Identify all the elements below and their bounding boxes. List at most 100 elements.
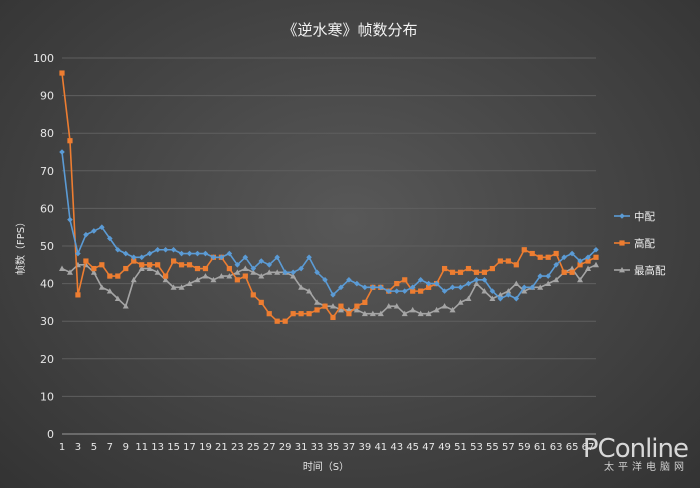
data-point — [338, 284, 344, 291]
data-point — [346, 311, 352, 317]
y-tick-label: 50 — [40, 240, 54, 253]
data-point — [298, 311, 304, 317]
data-point — [529, 284, 536, 291]
data-point — [362, 299, 368, 305]
x-tick-label: 11 — [135, 442, 148, 453]
data-point — [66, 269, 73, 275]
data-point — [561, 254, 567, 261]
data-point — [345, 306, 352, 313]
data-point — [218, 254, 225, 261]
data-point — [75, 292, 81, 298]
x-tick-label: 3 — [75, 442, 81, 453]
y-tick-label: 80 — [40, 127, 54, 140]
data-point — [553, 262, 559, 268]
data-point — [441, 303, 448, 309]
data-point — [115, 273, 121, 279]
data-point — [170, 284, 177, 290]
data-point — [194, 265, 201, 272]
data-point — [322, 277, 328, 283]
data-point — [433, 306, 440, 313]
data-point — [138, 265, 145, 271]
data-point — [178, 250, 185, 257]
data-point — [449, 284, 456, 291]
data-point — [163, 273, 169, 279]
data-point — [154, 269, 161, 275]
data-point — [577, 262, 583, 268]
x-tick-label: 65 — [566, 442, 579, 453]
data-point — [258, 258, 265, 264]
x-tick-label: 47 — [422, 442, 435, 453]
data-point — [91, 265, 97, 272]
data-point — [130, 276, 137, 283]
series-group — [59, 70, 599, 324]
data-point — [162, 276, 169, 283]
y-axis-ticks: 0 10 20 30 40 50 60 70 80 90 100 — [33, 52, 54, 441]
data-point — [266, 311, 272, 317]
x-tick-label: 43 — [390, 442, 403, 453]
x-tick-label: 37 — [343, 442, 356, 453]
data-point — [481, 277, 488, 283]
data-point — [250, 292, 256, 298]
data-point — [593, 261, 599, 268]
y-tick-label: 0 — [47, 428, 54, 441]
data-point — [234, 262, 241, 268]
data-point — [385, 288, 392, 294]
data-point — [529, 250, 535, 257]
y-tick-label: 100 — [33, 52, 54, 65]
data-point — [107, 235, 113, 242]
x-axis-label: 时间（S） — [303, 460, 349, 473]
data-point — [330, 292, 336, 298]
data-point — [131, 258, 137, 264]
data-point — [585, 258, 591, 264]
x-axis-ticks: 1 3 5 7 9 11 13 15 17 19 21 23 25 27 29 31 33 35 37 39 41 43 4… — [59, 442, 595, 453]
data-point — [306, 288, 313, 294]
legend-marker — [619, 240, 625, 246]
data-point — [122, 303, 129, 309]
data-point — [354, 303, 360, 309]
data-point — [505, 292, 512, 298]
pconline-watermark: PConline 太平洋电脑网 — [583, 436, 689, 474]
data-point — [306, 254, 312, 261]
data-point — [139, 262, 145, 268]
legend-marker — [619, 267, 625, 273]
data-point — [194, 250, 201, 257]
data-point — [346, 277, 352, 283]
data-point — [473, 280, 480, 286]
data-point — [449, 306, 456, 313]
data-point — [481, 288, 488, 294]
data-point — [83, 258, 89, 264]
data-point — [202, 273, 209, 279]
data-point — [441, 265, 448, 272]
data-point — [154, 246, 161, 253]
data-point — [130, 254, 137, 261]
y-tick-label: 60 — [40, 202, 54, 215]
data-point — [569, 269, 575, 275]
data-point — [290, 311, 296, 317]
x-tick-label: 17 — [183, 442, 196, 453]
chart-title: 《逆水寒》帧数分布 — [282, 21, 417, 39]
x-tick-label: 33 — [311, 442, 324, 453]
data-point — [505, 288, 512, 294]
data-point — [457, 284, 464, 291]
x-tick-label: 53 — [470, 442, 483, 453]
legend-label: 中配 — [634, 210, 655, 223]
data-point — [329, 303, 336, 309]
data-point — [513, 280, 520, 286]
data-point — [106, 288, 113, 294]
x-tick-label: 49 — [438, 442, 451, 453]
data-point — [489, 288, 496, 294]
data-point — [585, 265, 592, 271]
data-point — [59, 149, 65, 155]
data-point — [385, 303, 392, 309]
data-point — [393, 303, 400, 309]
data-point — [234, 277, 240, 283]
y-tick-label: 30 — [40, 315, 54, 328]
legend-label: 最高配 — [634, 264, 666, 277]
data-point — [123, 265, 129, 272]
data-point — [202, 265, 209, 272]
data-point — [59, 70, 65, 76]
data-point — [577, 276, 584, 283]
data-point — [242, 273, 248, 279]
